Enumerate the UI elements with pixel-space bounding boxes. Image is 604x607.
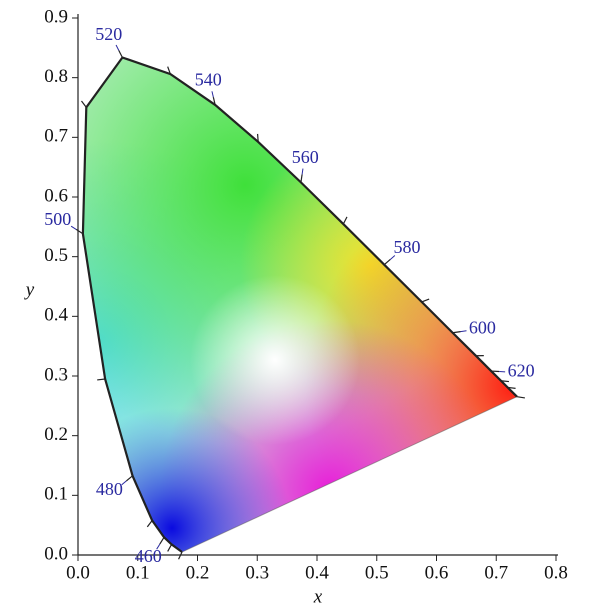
label-leader xyxy=(301,168,304,175)
purple-line xyxy=(181,396,518,553)
locus-tick xyxy=(81,100,87,108)
x-tick-label: 0.4 xyxy=(305,562,329,583)
y-tick-label: 0.4 xyxy=(44,305,68,326)
wavelength-label: 600 xyxy=(469,317,496,337)
locus-tick xyxy=(159,536,165,545)
locus-tick xyxy=(75,228,84,235)
x-tick-label: 0.3 xyxy=(245,562,269,583)
x-tick-label: 0.1 xyxy=(126,562,150,583)
label-leader xyxy=(460,330,467,333)
wavelength-label: 460 xyxy=(135,546,162,566)
wavelength-label: 580 xyxy=(393,237,420,257)
locus-tick xyxy=(256,133,259,142)
spectral-locus xyxy=(81,56,518,553)
x-tick-label: 0.0 xyxy=(66,562,90,583)
locus-tick xyxy=(516,396,525,399)
y-tick-label: 0.3 xyxy=(44,364,68,385)
y-tick-label: 0.5 xyxy=(44,245,68,266)
label-leader xyxy=(115,44,120,51)
label-leader xyxy=(70,225,77,230)
locus-tick xyxy=(452,331,461,334)
locus-tick xyxy=(167,544,173,552)
wavelength-label: 620 xyxy=(508,361,535,381)
wavelength-label: 500 xyxy=(44,209,71,229)
locus-tick xyxy=(300,174,303,183)
y-axis-label: y xyxy=(24,279,35,300)
label-leader xyxy=(121,480,127,486)
locus-tick xyxy=(167,66,171,75)
y-tick-label: 0.8 xyxy=(44,66,68,87)
x-tick-label: 0.2 xyxy=(186,562,210,583)
wavelength-label: 560 xyxy=(292,147,319,167)
wavelength-label: 520 xyxy=(95,24,122,44)
x-tick-label: 0.5 xyxy=(365,562,389,583)
y-tick-label: 0.7 xyxy=(44,126,68,147)
locus-tick xyxy=(178,551,183,560)
label-leader xyxy=(156,543,161,550)
label-leader xyxy=(211,91,214,98)
x-tick-label: 0.6 xyxy=(425,562,449,583)
locus-tick xyxy=(383,259,391,266)
label-leader xyxy=(389,255,396,260)
y-tick-label: 0.1 xyxy=(44,484,68,505)
y-tick-label: 0.6 xyxy=(44,185,68,206)
locus-tick xyxy=(97,378,106,381)
y-tick-label: 0.0 xyxy=(44,543,68,564)
locus-tick xyxy=(507,386,516,389)
y-tick-label: 0.9 xyxy=(44,6,68,27)
wavelength-label: 540 xyxy=(195,70,222,90)
locus-tick xyxy=(146,520,153,528)
y-tick-label: 0.2 xyxy=(44,424,68,445)
locus-tick xyxy=(118,50,123,58)
locus-tick xyxy=(126,475,133,482)
locus-tick xyxy=(212,97,216,106)
locus-tick xyxy=(421,298,430,303)
locus-tick xyxy=(500,380,509,383)
locus-tick xyxy=(342,216,348,225)
x-axis-label: x xyxy=(313,586,323,607)
x-tick-label: 0.7 xyxy=(484,562,508,583)
x-tick-label: 0.8 xyxy=(544,562,568,583)
wavelength-label: 480 xyxy=(96,479,123,499)
